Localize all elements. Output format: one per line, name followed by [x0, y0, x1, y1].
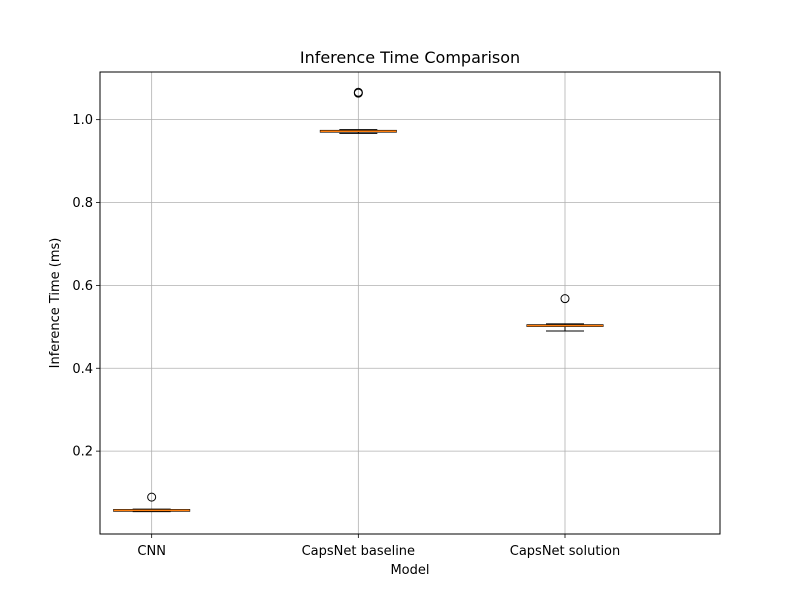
x-tick-label: CapsNet baseline: [302, 544, 415, 559]
y-tick-label: 1.0: [72, 113, 93, 128]
y-tick-label: 0.8: [72, 196, 93, 211]
axis-ticks: 0.2 0.4 0.6 0.8 1.0 CNN CapsNet baseline CapsNe…: [72, 113, 620, 559]
x-tick-label: CapsNet solution: [510, 544, 621, 559]
box-capsnet-baseline: [319, 87, 397, 134]
box-capsnet-solution: [526, 294, 604, 332]
box-cnn: [113, 492, 191, 513]
y-tick-label: 0.2: [72, 445, 93, 460]
y-tick-label: 0.4: [72, 362, 93, 377]
plot-area-frame: [99, 71, 721, 535]
outlier-point: [560, 294, 570, 304]
grid-lines: [100, 72, 720, 534]
x-axis-label: Model: [390, 563, 429, 578]
y-tick-label: 0.6: [72, 279, 93, 294]
outlier-point: [147, 492, 157, 502]
chart-title: Inference Time Comparison: [300, 48, 520, 67]
y-axis-label: Inference Time (ms): [48, 238, 63, 369]
boxes: [113, 87, 604, 513]
outlier-point: [353, 87, 363, 97]
x-tick-label: CNN: [137, 544, 166, 559]
